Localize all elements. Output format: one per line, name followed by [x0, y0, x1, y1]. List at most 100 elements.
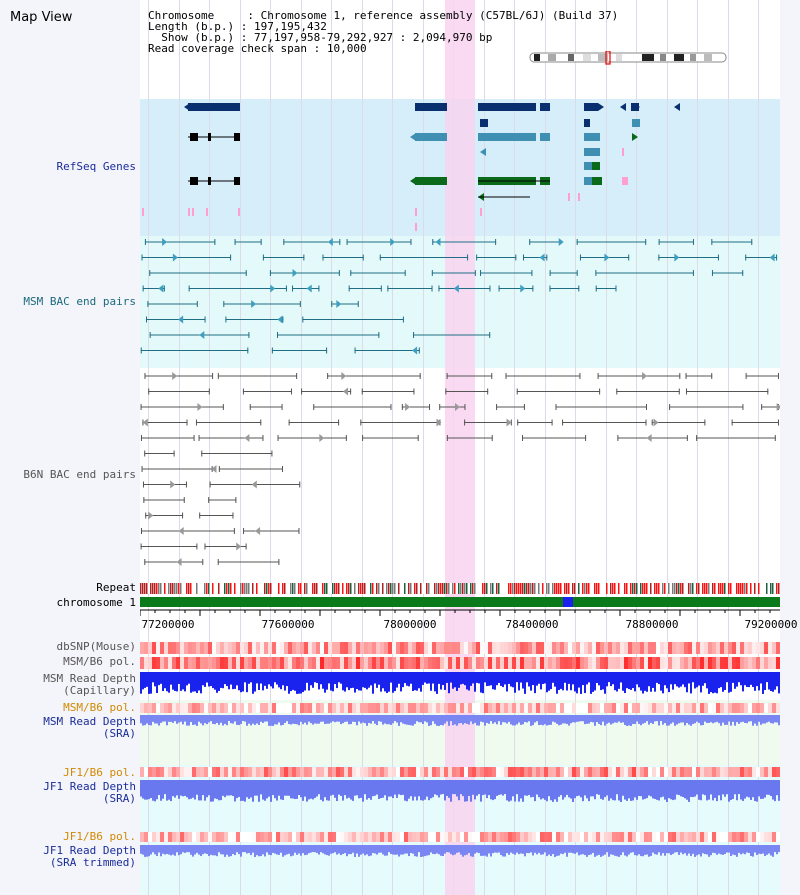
- depth-bar[interactable]: [636, 845, 638, 856]
- heat-cell[interactable]: [624, 642, 628, 654]
- depth-bar[interactable]: [220, 672, 222, 688]
- depth-bar[interactable]: [308, 672, 310, 691]
- heat-cell[interactable]: [220, 832, 224, 842]
- depth-bar[interactable]: [512, 672, 514, 688]
- heat-cell[interactable]: [444, 703, 448, 713]
- depth-bar[interactable]: [142, 715, 144, 726]
- depth-bar[interactable]: [712, 780, 714, 801]
- depth-bar[interactable]: [512, 845, 514, 854]
- depth-bar[interactable]: [514, 672, 516, 693]
- depth-bar[interactable]: [492, 780, 494, 801]
- heat-cell[interactable]: [248, 657, 252, 669]
- depth-bar[interactable]: [418, 780, 420, 797]
- heat-cell[interactable]: [768, 832, 772, 842]
- depth-bar[interactable]: [162, 715, 164, 722]
- heat-cell[interactable]: [164, 703, 168, 713]
- depth-bar[interactable]: [160, 672, 162, 684]
- heat-cell[interactable]: [388, 832, 392, 842]
- heat-cell[interactable]: [552, 642, 556, 654]
- repeat-element[interactable]: [728, 583, 730, 594]
- bac-end-mark[interactable]: [140, 435, 142, 441]
- heat-cell[interactable]: [744, 642, 748, 654]
- depth-bar[interactable]: [760, 845, 762, 855]
- heat-cell[interactable]: [676, 703, 680, 713]
- depth-bar[interactable]: [480, 780, 482, 802]
- heat-cell[interactable]: [268, 642, 272, 654]
- depth-bar[interactable]: [486, 845, 488, 857]
- repeat-element[interactable]: [546, 583, 548, 594]
- repeat-element[interactable]: [770, 583, 772, 594]
- depth-bar[interactable]: [728, 780, 730, 802]
- heat-cell[interactable]: [600, 703, 604, 713]
- depth-bar[interactable]: [726, 845, 728, 853]
- depth-bar[interactable]: [456, 715, 458, 726]
- depth-bar[interactable]: [730, 672, 732, 692]
- track-label-jf1-read-depth-sra[interactable]: JF1 Read Depth (SRA): [0, 781, 136, 805]
- depth-bar[interactable]: [198, 672, 200, 691]
- depth-bar[interactable]: [552, 715, 554, 722]
- repeat-element[interactable]: [362, 583, 364, 594]
- heat-cell[interactable]: [556, 642, 560, 654]
- bac-end-arrow[interactable]: [520, 284, 526, 293]
- heat-cell[interactable]: [520, 703, 524, 713]
- heat-cell[interactable]: [408, 657, 412, 669]
- heat-cell[interactable]: [516, 767, 520, 777]
- depth-bar[interactable]: [164, 845, 166, 855]
- heat-cell[interactable]: [160, 767, 164, 777]
- heat-cell[interactable]: [536, 703, 540, 713]
- heat-cell[interactable]: [504, 832, 508, 842]
- heat-cell[interactable]: [444, 657, 448, 669]
- heat-cell[interactable]: [540, 767, 544, 777]
- repeat-element[interactable]: [376, 583, 378, 594]
- heat-cell[interactable]: [596, 642, 600, 654]
- depth-bar[interactable]: [638, 780, 640, 797]
- heat-cell[interactable]: [776, 767, 780, 777]
- heat-cell[interactable]: [440, 767, 444, 777]
- heat-cell[interactable]: [204, 657, 208, 669]
- bac-end-arrow[interactable]: [162, 238, 168, 246]
- depth-bar[interactable]: [386, 780, 388, 801]
- bac-end-arrow[interactable]: [172, 372, 178, 380]
- heat-cell[interactable]: [772, 767, 776, 777]
- depth-bar[interactable]: [416, 672, 418, 691]
- repeat-element[interactable]: [244, 583, 246, 594]
- heat-cell[interactable]: [156, 832, 160, 842]
- depth-bar[interactable]: [406, 780, 408, 802]
- heat-cell[interactable]: [752, 642, 756, 654]
- heat-cell[interactable]: [484, 703, 488, 713]
- heat-cell[interactable]: [372, 657, 376, 669]
- depth-bar[interactable]: [642, 845, 644, 857]
- depth-bar[interactable]: [630, 672, 632, 690]
- heat-cell[interactable]: [768, 767, 772, 777]
- heat-cell[interactable]: [556, 832, 560, 842]
- depth-bar[interactable]: [474, 845, 476, 854]
- heat-cell[interactable]: [696, 832, 700, 842]
- heat-cell[interactable]: [652, 767, 656, 777]
- depth-bar[interactable]: [390, 672, 392, 683]
- bac-end-mark[interactable]: [148, 388, 150, 395]
- depth-bar[interactable]: [778, 780, 780, 801]
- depth-bar[interactable]: [670, 845, 672, 855]
- depth-bar[interactable]: [424, 780, 426, 800]
- repeat-element[interactable]: [234, 583, 236, 594]
- depth-bar[interactable]: [294, 780, 296, 800]
- heat-cell[interactable]: [584, 657, 588, 669]
- heat-cell[interactable]: [548, 657, 552, 669]
- depth-bar[interactable]: [216, 780, 218, 800]
- heat-cell[interactable]: [412, 767, 416, 777]
- repeat-element[interactable]: [656, 583, 658, 594]
- depth-bar[interactable]: [234, 672, 236, 689]
- repeat-element[interactable]: [574, 583, 576, 594]
- depth-bar[interactable]: [628, 715, 630, 726]
- heat-cell[interactable]: [484, 767, 488, 777]
- heat-cell[interactable]: [164, 657, 168, 669]
- depth-bar[interactable]: [732, 780, 734, 800]
- heat-cell[interactable]: [340, 657, 344, 669]
- heat-cell[interactable]: [428, 642, 432, 654]
- heat-cell[interactable]: [300, 703, 304, 713]
- depth-bar[interactable]: [510, 672, 512, 687]
- heat-cell[interactable]: [444, 767, 448, 777]
- depth-bar[interactable]: [338, 780, 340, 795]
- depth-bar[interactable]: [618, 780, 620, 801]
- track-label-msm-bac-end-pairs[interactable]: MSM BAC end pairs: [23, 295, 136, 308]
